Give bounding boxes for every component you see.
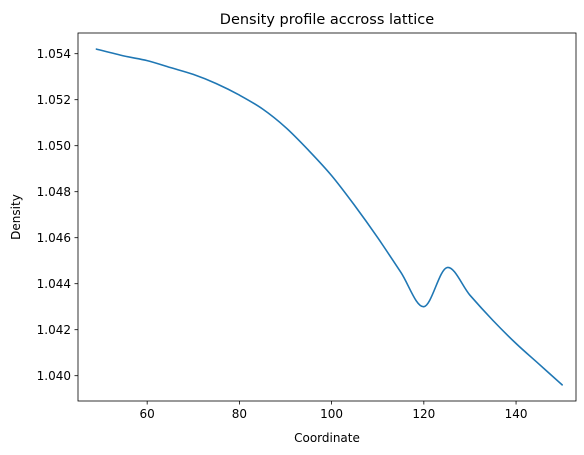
y-axis-ticks: 1.040 1.042 1.044 1.046 1.048 1.050 1.052 1.054	[37, 47, 78, 383]
series-layer	[95, 48, 563, 386]
x-tick-label: 100	[320, 407, 343, 421]
y-tick-label: 1.054	[37, 47, 71, 61]
chart-title: Density profile accross lattice	[220, 12, 434, 28]
x-axis-title: Coordinate	[294, 431, 360, 445]
y-axis-title: Density	[9, 194, 23, 240]
x-tick-label: 140	[505, 407, 528, 421]
y-tick-label: 1.044	[37, 277, 71, 291]
density-series-line	[95, 48, 563, 386]
plot-frame	[77, 32, 577, 402]
x-tick-label: 80	[232, 407, 247, 421]
y-tick-label: 1.048	[37, 185, 71, 199]
y-tick-label: 1.042	[37, 323, 71, 337]
x-tick-label: 60	[140, 407, 155, 421]
x-tick-label: 120	[412, 407, 435, 421]
y-tick-label: 1.052	[37, 93, 71, 107]
y-tick-label: 1.040	[37, 369, 71, 383]
x-axis-ticks: 60 80 100 120 140	[140, 401, 528, 421]
y-tick-label: 1.046	[37, 231, 71, 245]
y-tick-label: 1.050	[37, 139, 71, 153]
plot-area	[77, 32, 577, 402]
